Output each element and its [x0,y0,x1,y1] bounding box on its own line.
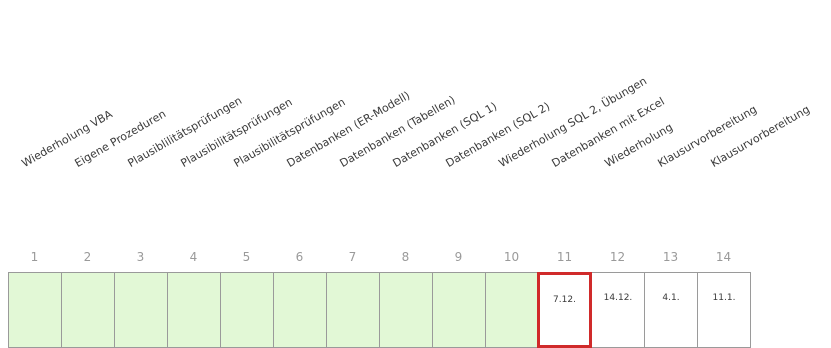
week-number: 7 [348,250,357,264]
week-number: 2 [83,250,92,264]
topic-label: Klausurvorbereitung [708,102,813,170]
week-date: 7.12. [553,295,576,305]
week-number: 9 [454,250,463,264]
week-number: 5 [242,250,251,264]
week-cell-11: 7.12. [537,272,592,348]
week-cell-8 [379,272,433,348]
week-number: 14 [715,250,732,264]
week-cell-2 [61,272,115,348]
week-date: 14.12. [603,293,633,303]
week-cell-9 [432,272,486,348]
week-number: 10 [503,250,520,264]
week-cell-3 [114,272,168,348]
week-number: 6 [295,250,304,264]
week-number: 13 [662,250,679,264]
week-cell-5 [220,272,274,348]
week-cell-14: 11.1. [697,272,751,348]
week-number: 12 [609,250,626,264]
week-cell-1 [8,272,62,348]
week-number: 3 [136,250,145,264]
week-cell-13: 4.1. [644,272,698,348]
topic-label: Eigene Prozeduren [72,107,169,170]
topic-label: Klausurvorbereitung [655,102,760,170]
week-cell-6 [273,272,327,348]
week-cell-7 [326,272,380,348]
week-cell-4 [167,272,221,348]
week-cell-10 [485,272,539,348]
week-cell-12: 14.12. [591,272,645,348]
week-number: 1 [30,250,39,264]
week-date: 4.1. [662,293,680,303]
topic-label: Wiederholung VBA [19,107,115,170]
week-number: 4 [189,250,198,264]
week-number: 11 [556,250,573,264]
week-date: 11.1. [712,293,736,303]
week-number: 8 [401,250,410,264]
